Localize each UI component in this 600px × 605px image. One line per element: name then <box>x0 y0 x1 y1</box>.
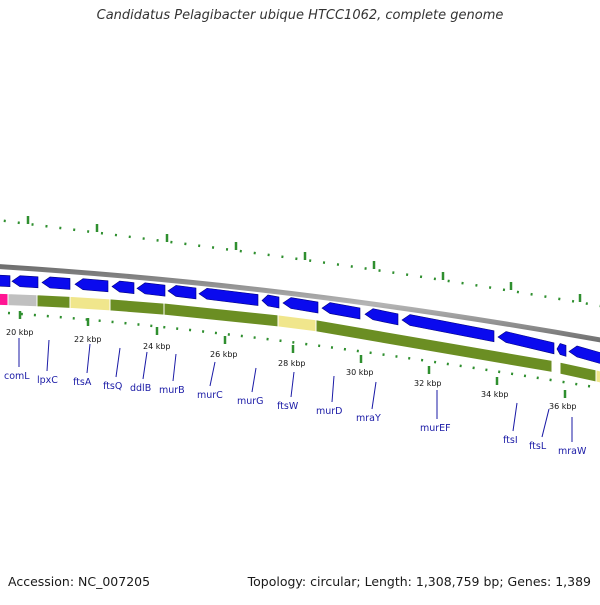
gene-feature[interactable] <box>36 294 71 309</box>
cds-feature[interactable] <box>111 280 135 294</box>
gene-label-ftsI[interactable]: ftsI <box>503 435 518 446</box>
outer-tick-row <box>0 216 600 308</box>
gene-feature[interactable] <box>0 292 9 307</box>
gene-label-ftsA[interactable]: ftsA <box>73 377 92 388</box>
kbp-label-22: 22 kbp <box>74 335 102 344</box>
cds-feature[interactable] <box>74 278 109 293</box>
gene-label-mraY[interactable]: mraY <box>356 413 381 424</box>
cds-feature[interactable] <box>136 282 166 297</box>
gene-label-lpxC[interactable]: lpxC <box>37 375 58 386</box>
gene-leader-line <box>331 375 335 403</box>
gene-track <box>0 292 600 384</box>
accession-text: Accession: NC_007205 <box>8 574 151 589</box>
gene-leader-line <box>172 353 177 382</box>
genome-backbone <box>0 264 600 343</box>
gene-label-ddlB[interactable]: ddlB <box>130 383 151 394</box>
gene-label-murC[interactable]: murC <box>197 390 223 401</box>
cds-feature[interactable] <box>401 314 495 343</box>
kbp-label-28: 28 kbp <box>278 359 306 368</box>
kbp-label-34: 34 kbp <box>481 390 509 399</box>
cds-feature[interactable] <box>167 285 197 300</box>
outer-major-ticks <box>26 216 582 302</box>
gene-leader-line <box>512 402 518 432</box>
cds-feature[interactable] <box>11 275 39 289</box>
kbp-labels: 20 kbp 22 kbp 24 kbp 26 kbp 28 kbp 30 kb… <box>6 328 577 411</box>
gene-leader-line <box>251 367 257 393</box>
cds-feature[interactable] <box>568 345 600 365</box>
gene-leader-line <box>46 339 50 372</box>
gene-label-ftsL[interactable]: ftsL <box>529 441 547 452</box>
gene-leader-lines <box>18 338 573 442</box>
gene-leader-line <box>209 361 216 387</box>
inner-major-ticks <box>18 311 567 398</box>
gene-feature[interactable] <box>163 302 279 328</box>
gene-leader-line <box>142 351 148 380</box>
gene-feature[interactable] <box>315 319 553 373</box>
gene-label-murEF[interactable]: murEF <box>420 423 451 434</box>
gene-leader-line <box>290 371 295 398</box>
gene-leader-line <box>541 408 550 438</box>
cds-feature[interactable] <box>0 274 11 287</box>
cds-feature[interactable] <box>497 331 555 355</box>
inner-tick-row <box>7 311 600 398</box>
cds-feature[interactable] <box>198 287 259 306</box>
gene-label-ftsW[interactable]: ftsW <box>277 401 299 412</box>
kbp-label-36: 36 kbp <box>549 402 577 411</box>
cds-feature[interactable] <box>556 343 567 357</box>
kbp-label-30: 30 kbp <box>346 368 374 377</box>
gene-label-ftsQ[interactable]: ftsQ <box>103 381 122 392</box>
outer-tick-dots <box>0 219 600 308</box>
gene-feature[interactable] <box>7 293 38 308</box>
gene-leader-line <box>115 347 121 378</box>
kbp-label-24: 24 kbp <box>143 342 171 351</box>
gene-labels: comL lpxC ftsA ftsQ ddlB murB murC murG … <box>4 371 587 457</box>
cds-feature[interactable] <box>321 302 361 320</box>
gene-feature[interactable] <box>595 369 600 384</box>
gene-label-murD[interactable]: murD <box>316 406 343 417</box>
gene-label-murB[interactable]: murB <box>159 385 185 396</box>
gene-label-mraW[interactable]: mraW <box>558 446 587 457</box>
cds-feature[interactable] <box>282 297 319 314</box>
cds-feature[interactable] <box>364 308 399 326</box>
gene-feature[interactable] <box>277 314 317 333</box>
kbp-label-32: 32 kbp <box>414 379 442 388</box>
map-title: Candidatus Pelagibacter ubique HTCC1062,… <box>96 8 504 23</box>
kbp-label-26: 26 kbp <box>210 350 238 359</box>
gene-feature[interactable] <box>109 298 165 316</box>
gene-feature[interactable] <box>69 295 111 312</box>
cds-track <box>0 274 600 365</box>
gene-leader-line <box>371 381 377 410</box>
cds-feature[interactable] <box>261 294 280 309</box>
gene-leader-line <box>86 343 91 374</box>
genome-summary-text: Topology: circular; Length: 1,308,759 bp… <box>247 574 591 589</box>
kbp-label-20: 20 kbp <box>6 328 34 337</box>
gene-label-comL[interactable]: comL <box>4 371 30 382</box>
cds-feature[interactable] <box>41 276 71 290</box>
gene-label-murG[interactable]: murG <box>237 396 264 407</box>
gene-feature[interactable] <box>559 361 597 383</box>
